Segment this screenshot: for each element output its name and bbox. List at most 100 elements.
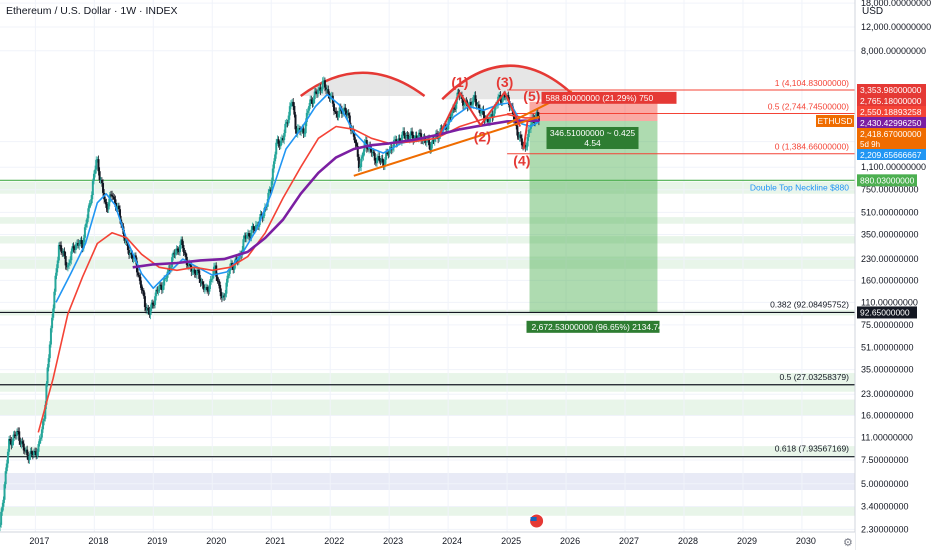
candle-body xyxy=(140,284,143,291)
gear-icon[interactable]: ⚙ xyxy=(843,537,853,549)
level-label: 0.5 (27.03258379) xyxy=(780,372,850,382)
candle-body xyxy=(498,94,501,97)
price-tag xyxy=(857,128,926,150)
candle-body xyxy=(419,132,422,134)
candle-body xyxy=(97,159,100,172)
candle-body xyxy=(254,224,257,230)
candle-body xyxy=(322,80,325,82)
candle-body xyxy=(398,138,401,141)
candle-body xyxy=(246,233,249,236)
level-tag xyxy=(857,306,917,319)
candle-body xyxy=(377,155,380,158)
candle-body xyxy=(160,285,163,291)
candle-body xyxy=(225,282,228,294)
candle-body xyxy=(380,158,383,161)
candle-body xyxy=(295,129,298,134)
candle-body xyxy=(146,307,149,311)
candle-body xyxy=(163,278,166,286)
candle-body xyxy=(112,196,115,198)
candle-body xyxy=(294,114,297,130)
x-tick-label: 2029 xyxy=(737,536,757,546)
candle-body xyxy=(475,102,478,106)
candle-body xyxy=(360,158,363,167)
candle-body xyxy=(271,168,274,182)
candle-body xyxy=(231,263,234,266)
candle-body xyxy=(314,91,317,93)
y-tick-label: 160.00000000 xyxy=(861,275,919,285)
candle-body xyxy=(150,302,153,309)
candle-body xyxy=(297,128,300,130)
y-tick-label: 110.00000000 xyxy=(861,297,918,307)
candle-body xyxy=(173,252,176,255)
candle-body xyxy=(216,276,219,282)
candle-body xyxy=(372,152,375,154)
candle-body xyxy=(214,265,217,267)
x-tick-label: 2020 xyxy=(206,536,226,546)
candle-body xyxy=(500,100,503,103)
candle-body xyxy=(211,274,214,279)
candle-body xyxy=(242,239,245,250)
candle-body xyxy=(208,284,211,292)
candle-body xyxy=(131,254,134,260)
candle-body xyxy=(80,240,83,245)
candle-body xyxy=(148,310,151,315)
candle-body xyxy=(181,239,184,246)
candle-body xyxy=(162,285,165,291)
candle-body xyxy=(420,133,423,140)
candle-body xyxy=(412,135,415,141)
pattern-label: (3) xyxy=(496,74,513,90)
pattern-label: (4) xyxy=(513,153,530,169)
candle-body xyxy=(17,430,20,432)
candle-body xyxy=(252,226,255,230)
candle-body xyxy=(188,262,191,267)
candle-body xyxy=(449,117,452,119)
candle-body xyxy=(323,80,326,88)
candle-body xyxy=(65,265,68,268)
candle-body xyxy=(152,304,155,306)
candle-body xyxy=(164,278,167,280)
chart-title: Ethereum / U.S. Dollar · 1W · INDEX xyxy=(6,5,178,17)
candle-body xyxy=(43,418,46,422)
candle-body xyxy=(51,317,54,329)
candle-body xyxy=(388,149,391,155)
arc-line xyxy=(441,64,579,101)
candle-body xyxy=(86,218,89,224)
candle-body xyxy=(167,267,170,272)
candle-body xyxy=(233,264,236,270)
candle-body xyxy=(89,203,92,205)
candle-body xyxy=(30,451,33,454)
candle-body xyxy=(286,122,289,124)
candle-body xyxy=(59,245,62,247)
candle-body xyxy=(183,251,186,253)
moving-average-line xyxy=(132,119,540,269)
candle-body xyxy=(223,295,226,297)
candle-body xyxy=(391,147,394,151)
candle-body xyxy=(291,101,294,104)
candle-body xyxy=(305,112,308,123)
candle-body xyxy=(366,148,369,150)
candle-body xyxy=(198,270,201,279)
candle-body xyxy=(42,421,45,430)
candle-body xyxy=(520,138,523,146)
candle-body xyxy=(94,169,97,174)
y-tick-label: 750.00000000 xyxy=(861,185,919,195)
candle-body xyxy=(343,107,346,112)
candle-body xyxy=(361,156,364,159)
candle-body xyxy=(180,239,183,246)
candle-body xyxy=(267,192,270,203)
candle-body xyxy=(193,269,196,274)
candle-body xyxy=(40,429,43,438)
candle-body xyxy=(493,106,496,114)
candle-body xyxy=(385,152,388,160)
candle-body xyxy=(13,434,16,436)
candle-body xyxy=(82,237,85,249)
candle-body xyxy=(35,451,38,456)
zone-band xyxy=(0,506,855,516)
candle-body xyxy=(374,160,377,164)
candle-body xyxy=(9,438,12,441)
candle-body xyxy=(55,268,58,276)
time-axis-panel xyxy=(0,532,855,550)
candle-body xyxy=(432,140,435,142)
candle-body xyxy=(6,451,9,464)
